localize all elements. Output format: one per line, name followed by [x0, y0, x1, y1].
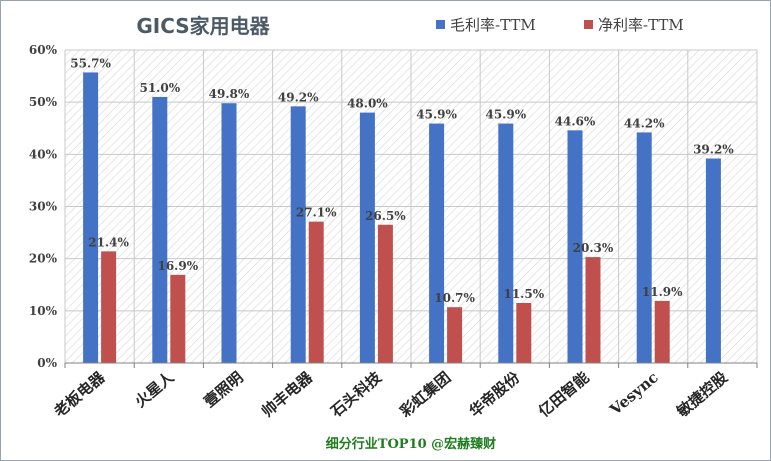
x-category-label: 火星人 — [131, 368, 178, 411]
bar-gross-margin — [152, 96, 168, 363]
x-category-label: 老板电器 — [50, 368, 109, 422]
x-category-label: 亿田智能 — [535, 368, 593, 420]
data-label: 45.9% — [416, 108, 457, 122]
data-label: 10.7% — [434, 291, 475, 305]
bar-gross-margin — [429, 123, 445, 364]
data-label: 55.7% — [70, 56, 111, 70]
y-tick-label: 60% — [29, 43, 58, 57]
x-category-label: 华帝股份 — [466, 368, 524, 421]
x-category-label: 帅丰电器 — [258, 368, 316, 421]
data-label: 44.6% — [555, 114, 596, 128]
data-label: 11.9% — [642, 285, 683, 299]
x-category-label: 彩虹集团 — [396, 368, 454, 421]
chart-footer: 细分行业TOP10 @宏赫臻财 — [326, 436, 496, 452]
data-label: 27.1% — [296, 206, 337, 220]
bar-net-margin — [377, 224, 393, 363]
bar-gross-margin — [705, 158, 721, 363]
x-category-label: 壹照明 — [201, 368, 247, 411]
legend: 毛利率-TTM 净利率-TTM — [436, 16, 684, 34]
data-label: 49.2% — [278, 90, 319, 104]
legend-label-gross-margin: 毛利率-TTM — [450, 16, 536, 34]
bar-net-margin — [585, 257, 601, 363]
legend-swatch-net-margin — [584, 20, 593, 29]
data-label: 51.0% — [139, 81, 180, 95]
data-label: 45.9% — [485, 108, 526, 122]
bar-net-margin — [654, 300, 670, 363]
bar-gross-margin — [221, 103, 237, 364]
data-label: 11.5% — [503, 287, 544, 301]
data-label: 16.9% — [157, 259, 198, 273]
bar-gross-margin — [359, 112, 375, 363]
data-label: 49.8% — [209, 87, 250, 101]
y-tick-label: 40% — [29, 147, 58, 161]
chart-title: GICS家用电器 — [136, 14, 270, 38]
bar-gross-margin — [83, 72, 99, 363]
data-label: 44.2% — [624, 116, 665, 130]
data-label: 26.5% — [365, 209, 406, 223]
bar-gross-margin — [498, 123, 514, 364]
data-label: 39.2% — [693, 143, 734, 157]
x-category-label: 敏捷控股 — [673, 368, 732, 422]
legend-swatch-gross-margin — [436, 20, 445, 29]
bar-net-margin — [101, 251, 117, 363]
y-tick-label: 0% — [37, 356, 57, 370]
y-tick-label: 30% — [29, 200, 58, 214]
bar-gross-margin — [567, 130, 583, 363]
bar-net-margin — [170, 274, 186, 363]
legend-label-net-margin: 净利率-TTM — [598, 16, 684, 34]
y-tick-label: 10% — [29, 304, 58, 318]
bar-net-margin — [447, 307, 463, 363]
bar-gross-margin — [290, 106, 306, 363]
bar-net-margin — [516, 303, 532, 363]
y-tick-label: 50% — [29, 95, 58, 109]
x-category-label: Vesync — [606, 368, 662, 419]
data-label: 21.4% — [88, 235, 129, 249]
x-category-label: 石头科技 — [327, 368, 386, 422]
data-label: 20.3% — [573, 241, 614, 255]
data-label: 48.0% — [347, 97, 388, 111]
bar-gross-margin — [636, 132, 652, 363]
bar-net-margin — [308, 221, 324, 363]
y-tick-label: 20% — [29, 252, 58, 266]
